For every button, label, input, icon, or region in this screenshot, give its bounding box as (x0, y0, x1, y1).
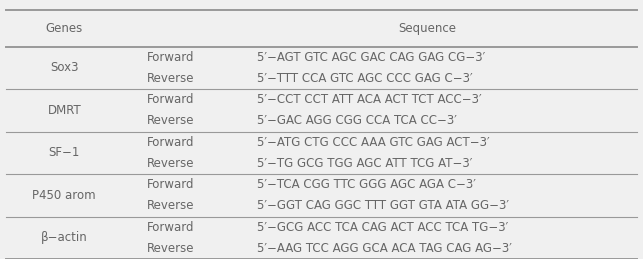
Text: β−actin: β−actin (41, 231, 87, 244)
Text: Reverse: Reverse (147, 199, 194, 212)
Text: 5′−AAG TCC AGG GCA ACA TAG CAG AG−3′: 5′−AAG TCC AGG GCA ACA TAG CAG AG−3′ (257, 242, 512, 255)
Text: Sox3: Sox3 (50, 61, 78, 74)
Text: 5′−ATG CTG CCC AAA GTC GAG ACT−3′: 5′−ATG CTG CCC AAA GTC GAG ACT−3′ (257, 136, 490, 149)
Text: 5′−AGT GTC AGC GAC CAG GAG CG−3′: 5′−AGT GTC AGC GAC CAG GAG CG−3′ (257, 51, 485, 64)
Text: Forward: Forward (147, 93, 194, 106)
Text: SF−1: SF−1 (49, 146, 80, 159)
Text: Forward: Forward (147, 221, 194, 234)
Text: Sequence: Sequence (399, 22, 457, 35)
Text: Reverse: Reverse (147, 242, 194, 255)
Text: Reverse: Reverse (147, 72, 194, 85)
Text: 5′−GAC AGG CGG CCA TCA CC−3′: 5′−GAC AGG CGG CCA TCA CC−3′ (257, 114, 457, 127)
Text: 5′−TG GCG TGG AGC ATT TCG AT−3′: 5′−TG GCG TGG AGC ATT TCG AT−3′ (257, 157, 473, 170)
Text: 5′−TCA CGG TTC GGG AGC AGA C−3′: 5′−TCA CGG TTC GGG AGC AGA C−3′ (257, 178, 476, 191)
Text: 5′−TTT CCA GTC AGC CCC GAG C−3′: 5′−TTT CCA GTC AGC CCC GAG C−3′ (257, 72, 473, 85)
Text: 5′−GCG ACC TCA CAG ACT ACC TCA TG−3′: 5′−GCG ACC TCA CAG ACT ACC TCA TG−3′ (257, 221, 509, 234)
Text: 5′−CCT CCT ATT ACA ACT TCT ACC−3′: 5′−CCT CCT ATT ACA ACT TCT ACC−3′ (257, 93, 482, 106)
Text: Genes: Genes (46, 22, 83, 35)
Text: Forward: Forward (147, 136, 194, 149)
Text: DMRT: DMRT (48, 104, 81, 117)
Text: Reverse: Reverse (147, 114, 194, 127)
Text: Forward: Forward (147, 51, 194, 64)
Text: Reverse: Reverse (147, 157, 194, 170)
Text: Forward: Forward (147, 178, 194, 191)
Text: 5′−GGT CAG GGC TTT GGT GTA ATA GG−3′: 5′−GGT CAG GGC TTT GGT GTA ATA GG−3′ (257, 199, 509, 212)
Text: P450 arom: P450 arom (33, 189, 96, 202)
